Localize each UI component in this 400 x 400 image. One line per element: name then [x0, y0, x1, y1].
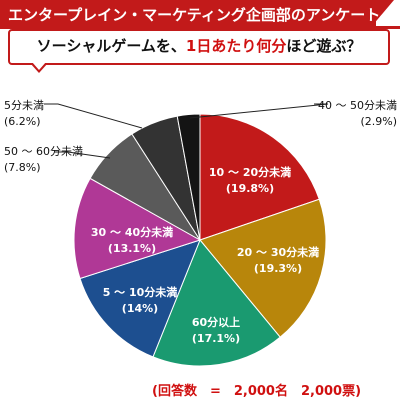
question-bubble: [8, 29, 390, 65]
slice-value: (19.8%): [226, 182, 274, 195]
question-text: ソーシャルゲームを、1日あたり何分ほど遊ぶ？: [8, 35, 390, 56]
slice-value: (13.1%): [108, 242, 156, 255]
slice-label: 60分以上: [192, 315, 240, 329]
pie-slice: [199, 198, 327, 338]
slice-label: 40 ～ 50分未満: [318, 99, 397, 112]
question-highlight: 1日あたり何分: [185, 37, 287, 55]
slice-label: 30 ～ 40分未満: [91, 225, 173, 239]
question-suffix: ほど遊ぶ？: [286, 37, 362, 55]
pie-slice: [199, 113, 320, 241]
slice-label: 5分未満: [4, 99, 44, 112]
slice-external-label: 50 ～ 60分未満 (7.8%): [4, 144, 83, 176]
slice-label: 5 ～ 10分未満: [103, 285, 178, 299]
slice-value: (14%): [122, 302, 158, 315]
leader-line: [44, 103, 143, 129]
header-banner: エンタープレイン・マーケティング企画部のアンケート: [0, 0, 400, 32]
slice-label: 20 ～ 30分未満: [237, 245, 319, 259]
slice-value: (2.9%): [360, 115, 397, 128]
slice-label: 10 ～ 20分未満: [209, 165, 291, 179]
leader-line: [189, 103, 329, 119]
pie-slice: [73, 177, 202, 280]
slice-external-label: 40 ～ 50分未満 (2.9%): [318, 98, 397, 130]
header-bar-slant: [372, 0, 394, 26]
leader-line: [54, 151, 111, 159]
header-bar: [0, 0, 376, 26]
question-prefix: ソーシャルゲームを、: [36, 37, 186, 55]
slice-value: (19.3%): [254, 262, 302, 275]
pie-slice: [152, 239, 281, 367]
response-count: (回答数 = 2,000名 2,000票): [152, 384, 362, 399]
slice-label: 50 ～ 60分未満: [4, 145, 83, 158]
slice-value: (7.8%): [4, 161, 41, 174]
header-title: エンタープレイン・マーケティング企画部のアンケート: [8, 6, 381, 24]
bubble-tail-fill: [32, 62, 46, 70]
slice-external-label: 5分未満 (6.2%): [4, 98, 44, 130]
slice-value: (17.1%): [192, 332, 240, 345]
slice-value: (6.2%): [4, 115, 41, 128]
pie-slice: [176, 113, 201, 241]
header-underline: [0, 26, 400, 29]
